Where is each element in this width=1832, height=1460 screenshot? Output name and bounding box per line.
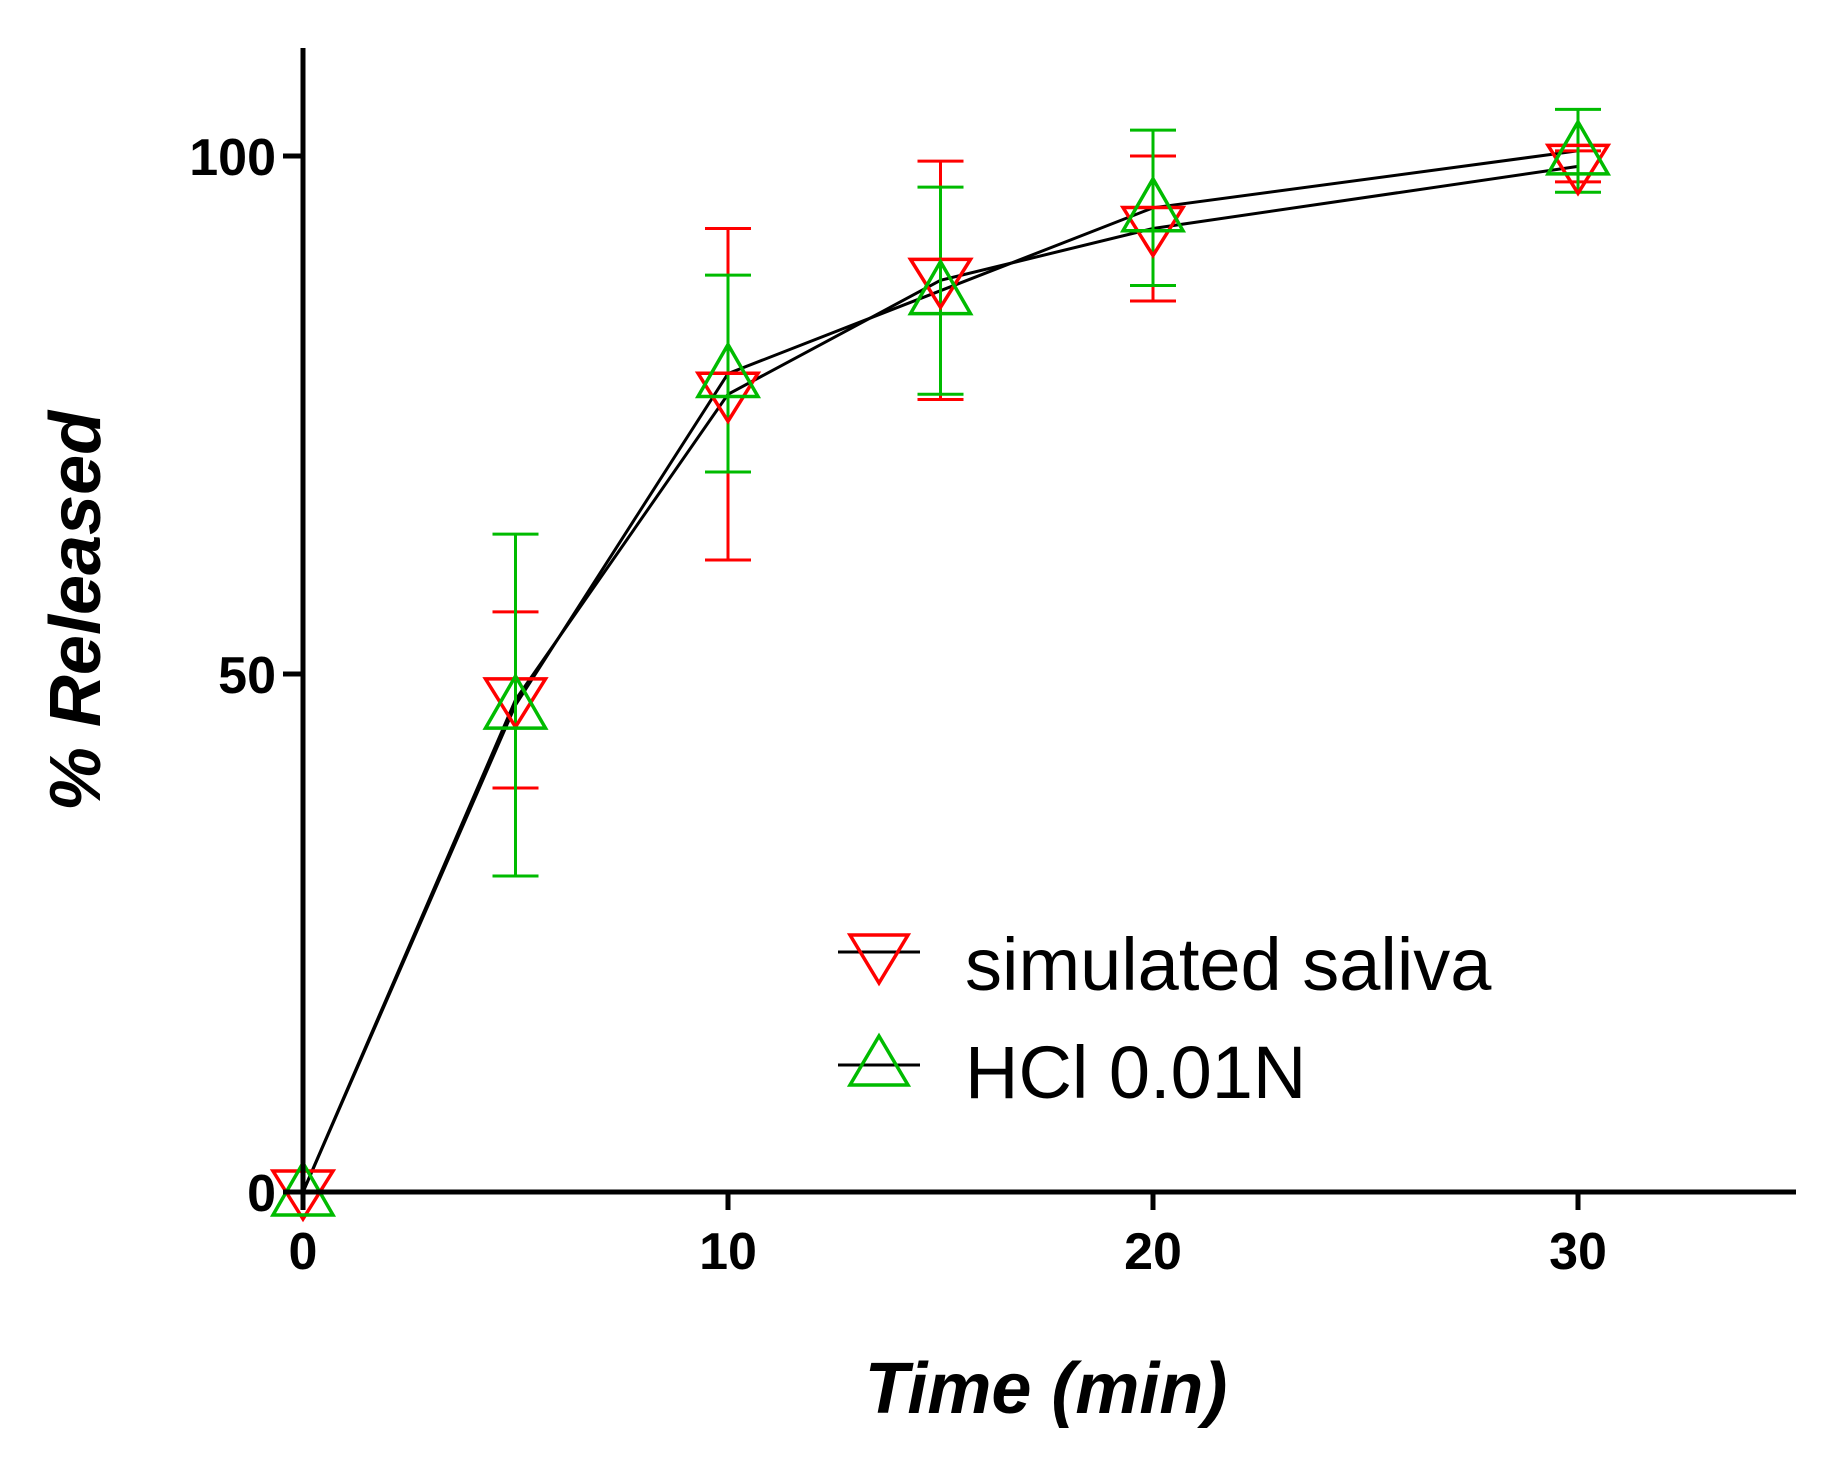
legend-item-simulated-saliva: simulated saliva — [838, 923, 1492, 1006]
legend-label-hcl: HCl 0.01N — [965, 1031, 1306, 1114]
marker-hcl-0-01n-10 — [694, 341, 762, 399]
x-tick-label-20: 20 — [1124, 1223, 1182, 1281]
series-line-hcl-0-01n — [301, 149, 1579, 1193]
error-bar-hcl-0-01n-15 — [917, 185, 964, 396]
y-tick-label-100: 100 — [189, 129, 276, 187]
marker-hcl-0-01n-0 — [269, 1159, 337, 1217]
x-tick-label-0: 0 — [289, 1223, 318, 1281]
marker-hcl-0-01n-5 — [482, 672, 549, 730]
y-tick-label-50: 50 — [218, 647, 276, 705]
marker-simulated-saliva-30 — [1544, 143, 1612, 197]
x-ticks: 0 10 20 30 — [289, 1192, 1607, 1281]
legend-label-simulated-saliva: simulated saliva — [965, 923, 1492, 1006]
marker-hcl-0-01n-30 — [1544, 118, 1612, 176]
error-bar-hcl-0-01n-5 — [492, 532, 539, 878]
legend-marker-triangle-up — [846, 1032, 912, 1087]
axes — [300, 48, 1796, 1195]
series-line-simulated-saliva — [301, 164, 1579, 1193]
legend-marker-triangle-down — [846, 933, 912, 987]
marker-hcl-0-01n-15 — [907, 258, 974, 316]
y-ticks: 0 50 100 — [189, 129, 303, 1223]
x-tick-label-10: 10 — [699, 1223, 757, 1281]
y-axis-title: % Released — [36, 409, 116, 811]
y-tick-label-0: 0 — [247, 1165, 276, 1223]
x-tick-label-30: 30 — [1549, 1223, 1607, 1281]
marker-hcl-0-01n-20 — [1119, 175, 1187, 233]
legend-item-hcl: HCl 0.01N — [838, 1031, 1306, 1114]
legend: simulated saliva HCl 0.01N — [838, 923, 1492, 1114]
series-lines — [301, 149, 1579, 1193]
x-axis-title: Time (min) — [865, 1349, 1228, 1429]
